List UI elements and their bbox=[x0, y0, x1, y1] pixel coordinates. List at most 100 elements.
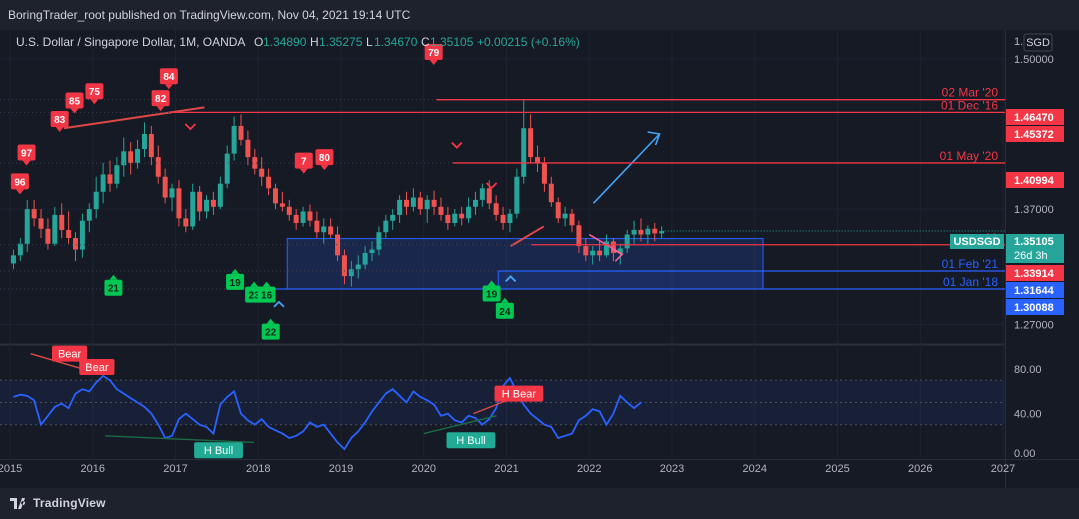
marker-label: 16 bbox=[261, 291, 273, 302]
candle-body bbox=[507, 213, 513, 223]
pivot-low-marker bbox=[495, 302, 514, 319]
symbol-tag bbox=[950, 234, 1004, 249]
candle-body bbox=[500, 214, 506, 223]
pivot-low-marker bbox=[257, 286, 276, 303]
marker-pointer bbox=[109, 274, 118, 280]
candle-body bbox=[617, 248, 623, 254]
time-tick-label: 2017 bbox=[163, 463, 187, 475]
candle-body bbox=[66, 229, 72, 238]
candle-body bbox=[176, 188, 182, 219]
candle-body bbox=[162, 176, 168, 198]
marker-pointer bbox=[266, 318, 275, 324]
marker-pointer bbox=[22, 160, 31, 166]
marker-pointer bbox=[90, 99, 99, 105]
candle-body bbox=[190, 191, 196, 227]
time-tick-label: 2018 bbox=[246, 463, 270, 475]
candle-body bbox=[266, 176, 272, 189]
time-tick-label: 2021 bbox=[494, 463, 518, 475]
time-tick-label: 2023 bbox=[660, 463, 684, 475]
price-tick-label: 1.37000 bbox=[1014, 204, 1054, 216]
time-tick-label: 2022 bbox=[577, 463, 601, 475]
rsi-line bbox=[13, 374, 642, 451]
candle-body bbox=[86, 209, 92, 221]
pivot-high-marker bbox=[50, 110, 69, 127]
candle-body bbox=[514, 176, 520, 214]
pivot-high-marker bbox=[159, 68, 178, 85]
support-zone bbox=[497, 270, 764, 290]
candle-body bbox=[404, 199, 410, 207]
low-label: L bbox=[366, 35, 373, 49]
candle-body bbox=[659, 231, 665, 234]
candle-body bbox=[397, 199, 403, 215]
time-tick-label: 2020 bbox=[412, 463, 436, 475]
candles bbox=[10, 99, 665, 287]
level-price-tag bbox=[1006, 172, 1064, 188]
candle-body bbox=[541, 162, 547, 184]
marker-label: 24 bbox=[499, 307, 511, 318]
candle-body bbox=[466, 206, 472, 219]
pivot-high-marker bbox=[85, 83, 104, 100]
time-tick-label: 2019 bbox=[329, 463, 353, 475]
candle-body bbox=[141, 134, 147, 150]
candle-body bbox=[610, 241, 616, 254]
marker-pointer bbox=[299, 168, 308, 174]
level-label: 01 Dec '16 bbox=[941, 98, 998, 112]
rsi-tick-label: 40.00 bbox=[1014, 409, 1042, 421]
candle-body bbox=[603, 241, 609, 256]
marker-label: 79 bbox=[428, 48, 440, 59]
level-price-text: 1.40994 bbox=[1014, 175, 1055, 187]
pivot-high-marker bbox=[315, 149, 334, 166]
marker-pointer bbox=[70, 108, 79, 114]
open-label: O bbox=[254, 35, 263, 49]
candle-body bbox=[293, 214, 299, 223]
candle-body bbox=[438, 206, 444, 215]
tradingview-logo[interactable]: TradingView bbox=[10, 496, 106, 510]
candle-body bbox=[652, 228, 658, 234]
candle-body bbox=[424, 199, 430, 210]
candle-body bbox=[107, 174, 113, 184]
bullish-arrow-head bbox=[647, 131, 661, 146]
currency-button[interactable]: SGD bbox=[1023, 33, 1053, 52]
pivot-high-marker bbox=[294, 152, 313, 169]
candle-body bbox=[555, 202, 561, 219]
divergence-label-text: Bear bbox=[85, 362, 109, 374]
candle-body bbox=[576, 225, 582, 247]
bearish-chevron bbox=[451, 141, 463, 149]
last-price-tag bbox=[1006, 234, 1064, 263]
marker-label: 82 bbox=[155, 94, 167, 105]
candle-body bbox=[597, 250, 603, 256]
candle-body bbox=[445, 214, 451, 223]
time-tick-label: 2024 bbox=[743, 463, 767, 475]
marker-pointer bbox=[262, 281, 271, 287]
time-tick-label: 2027 bbox=[991, 463, 1015, 475]
high-value: 1.35275 bbox=[319, 35, 363, 49]
divergence-line bbox=[423, 415, 497, 435]
marker-label: 19 bbox=[486, 289, 498, 300]
divergence-label-text: H Bear bbox=[502, 389, 537, 401]
candle-body bbox=[128, 151, 134, 163]
candle-body bbox=[410, 197, 416, 207]
marker-pointer bbox=[15, 189, 24, 195]
marker-pointer bbox=[164, 84, 173, 90]
candle-body bbox=[197, 191, 203, 212]
marker-pointer bbox=[487, 280, 496, 286]
candle-body bbox=[59, 214, 65, 230]
candle-body bbox=[631, 229, 637, 235]
level-price-tag bbox=[1006, 126, 1064, 142]
marker-pointer bbox=[250, 281, 259, 287]
change-value: +0.00215 (+0.16%) bbox=[477, 35, 580, 49]
marker-label: 23 bbox=[249, 291, 261, 302]
tradingview-logo-icon bbox=[10, 498, 26, 509]
pivot-high-marker bbox=[424, 43, 443, 60]
candle-body bbox=[169, 188, 175, 198]
currency-label: SGD bbox=[1026, 37, 1050, 49]
level-price-text: 1.45372 bbox=[1014, 129, 1054, 141]
level-price-tag bbox=[1006, 299, 1064, 315]
marker-label: 21 bbox=[108, 284, 120, 295]
marker-pointer bbox=[320, 165, 329, 171]
price-tick-label: 1.50000 bbox=[1014, 54, 1054, 66]
candle-body bbox=[624, 234, 630, 249]
candle-body bbox=[210, 199, 216, 207]
rsi-trendline bbox=[510, 225, 545, 247]
